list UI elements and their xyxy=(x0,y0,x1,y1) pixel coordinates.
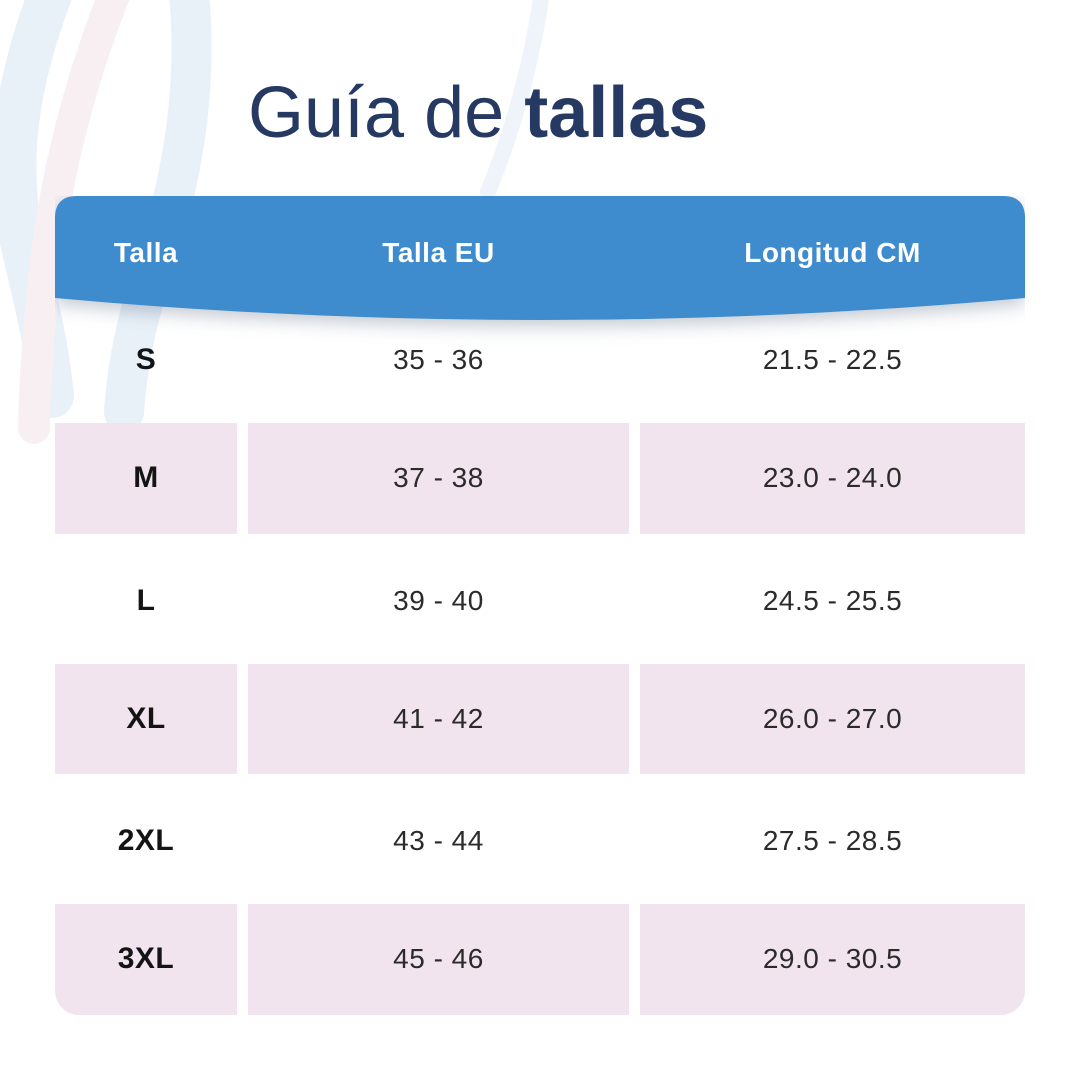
cell-talla-eu: 43 - 44 xyxy=(248,781,629,901)
cell-talla-eu: 41 - 42 xyxy=(248,663,629,774)
cell-talla-eu: 45 - 46 xyxy=(248,904,629,1015)
table-row-l: L 39 - 40 24.5 - 25.5 xyxy=(55,541,1025,661)
size-label: 3XL xyxy=(117,942,175,976)
cell-size: XL xyxy=(55,663,237,774)
eu-value: 39 - 40 xyxy=(393,584,484,616)
size-label: S xyxy=(135,343,157,377)
size-label: L xyxy=(136,583,156,617)
eu-value: 43 - 44 xyxy=(393,825,484,857)
cm-value: 26.0 - 27.0 xyxy=(762,702,903,734)
size-table-body: S 35 - 36 21.5 - 22.5 M 37 - 38 23.0 - 2… xyxy=(55,300,1025,1022)
table-row-s: S 35 - 36 21.5 - 22.5 xyxy=(55,300,1025,420)
page-title: Guía de tallas xyxy=(248,73,709,153)
table-row-xl: XL 41 - 42 26.0 - 27.0 xyxy=(55,661,1025,781)
cm-value: 29.0 - 30.5 xyxy=(762,943,903,975)
cell-talla-eu: 39 - 40 xyxy=(248,541,629,661)
cell-talla-eu: 35 - 36 xyxy=(248,300,629,420)
table-header-band xyxy=(55,196,1025,320)
cm-value: 23.0 - 24.0 xyxy=(762,462,903,494)
size-label: XL xyxy=(126,701,166,735)
cm-value: 21.5 - 22.5 xyxy=(762,344,903,376)
eu-value: 37 - 38 xyxy=(393,462,484,494)
table-row-2xl: 2XL 43 - 44 27.5 - 28.5 xyxy=(55,781,1025,901)
cell-size: L xyxy=(55,541,237,661)
page-title-bold: tallas xyxy=(524,73,709,153)
cell-talla-eu: 37 - 38 xyxy=(248,423,629,534)
page-title-regular: Guía de xyxy=(248,73,525,153)
wave-blue-left xyxy=(0,0,74,418)
cell-longitud-cm: 29.0 - 30.5 xyxy=(640,904,1025,1015)
cell-size: 3XL xyxy=(55,904,237,1015)
column-header-longitud-cm: Longitud CM xyxy=(744,237,921,268)
eu-value: 35 - 36 xyxy=(393,344,484,376)
cm-value: 27.5 - 28.5 xyxy=(762,825,903,857)
cell-longitud-cm: 21.5 - 22.5 xyxy=(640,300,1025,420)
column-header-talla: Talla xyxy=(113,237,179,268)
cm-value: 24.5 - 25.5 xyxy=(762,584,903,616)
table-row-3xl: 3XL 45 - 46 29.0 - 30.5 xyxy=(55,901,1025,1021)
table-row-m: M 37 - 38 23.0 - 24.0 xyxy=(55,420,1025,540)
eu-value: 45 - 46 xyxy=(393,943,484,975)
eu-value: 41 - 42 xyxy=(393,702,484,734)
cell-longitud-cm: 24.5 - 25.5 xyxy=(640,541,1025,661)
cell-size: S xyxy=(55,300,237,420)
table-header: Talla Talla EU Longitud CM xyxy=(55,196,1025,300)
cell-longitud-cm: 23.0 - 24.0 xyxy=(640,423,1025,534)
cell-size: 2XL xyxy=(55,781,237,901)
size-label: M xyxy=(133,461,159,495)
cell-longitud-cm: 27.5 - 28.5 xyxy=(640,781,1025,901)
cell-size: M xyxy=(55,423,237,534)
table-header-band-shape xyxy=(55,196,1025,320)
column-header-talla-eu: Talla EU xyxy=(382,237,495,268)
size-label: 2XL xyxy=(117,824,175,858)
cell-longitud-cm: 26.0 - 27.0 xyxy=(640,663,1025,774)
